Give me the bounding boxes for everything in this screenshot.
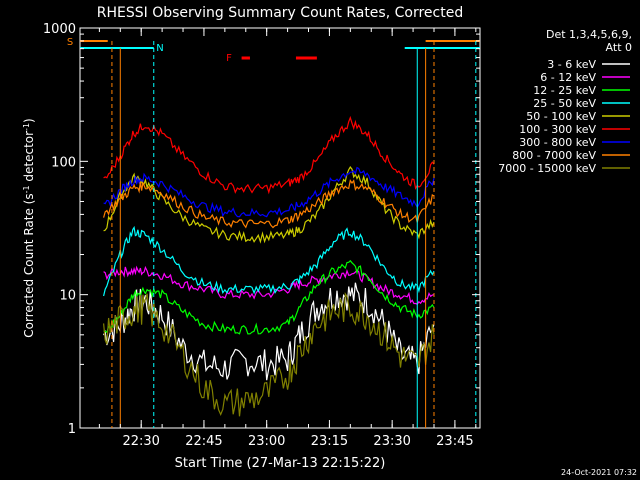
chart-title: RHESSI Observing Summary Count Rates, Co… <box>97 5 463 21</box>
legend-label: 6 - 12 keV <box>540 71 596 84</box>
x-tick-label: 23:45 <box>436 434 473 449</box>
legend-header-line-1: Det 1,3,4,5,6,9, <box>546 28 632 41</box>
render-timestamp: 24-Oct-2021 07:32 <box>561 468 637 477</box>
x-tick-label: 22:30 <box>122 434 159 449</box>
axis-layer: 22:30 22:45 23:00 23:15 23:30 23:45 1 10 100 1000 <box>43 22 480 449</box>
flag-layer: S N F <box>67 37 480 428</box>
y-axis-label: Corrected Count Rate (s-1 detector-1) <box>22 118 37 337</box>
y-label-sup-2: -1 <box>22 123 31 131</box>
x-tick-label: 23:15 <box>311 434 348 449</box>
series-line <box>103 259 435 335</box>
series-line <box>103 166 435 218</box>
series-line <box>103 179 435 229</box>
legend-label: 100 - 300 keV <box>519 123 596 136</box>
x-axis-label: Start Time (27-Mar-13 22:15:22) <box>175 456 386 471</box>
y-label-end: ) <box>22 118 36 123</box>
legend-label: 300 - 800 keV <box>519 136 596 149</box>
legend-label: 25 - 50 keV <box>533 97 596 110</box>
y-tick-label: 10 <box>59 289 76 304</box>
x-tick-label: 23:00 <box>248 434 285 449</box>
legend-label: 800 - 7000 keV <box>512 149 596 162</box>
flag-label-n: N <box>156 43 163 54</box>
series-line <box>103 115 435 195</box>
y-label-main: Corrected Count Rate (s <box>22 193 36 337</box>
y-tick-label: 100 <box>51 155 76 170</box>
y-tick-label: 1 <box>68 422 76 437</box>
plot-frame <box>79 27 481 429</box>
legend-label: 50 - 100 keV <box>526 110 596 123</box>
series-layer <box>103 115 435 417</box>
flag-label-f: F <box>226 53 232 64</box>
series-line <box>103 282 435 381</box>
legend-label: 12 - 25 keV <box>533 84 596 97</box>
series-line <box>103 165 435 244</box>
legend-header-line-2: Att 0 <box>606 41 632 54</box>
y-tick-label: 1000 <box>43 22 76 37</box>
y-label-sup-1: -1 <box>22 185 31 193</box>
x-tick-label: 23:30 <box>373 434 410 449</box>
y-label-mid: detector <box>22 131 36 186</box>
legend-label: 3 - 6 keV <box>547 58 596 71</box>
legend-label: 7000 - 15000 keV <box>498 162 596 175</box>
flag-label-s: S <box>67 37 73 48</box>
series-line <box>103 225 435 297</box>
series-line <box>103 292 435 417</box>
x-tick-label: 22:45 <box>185 434 222 449</box>
